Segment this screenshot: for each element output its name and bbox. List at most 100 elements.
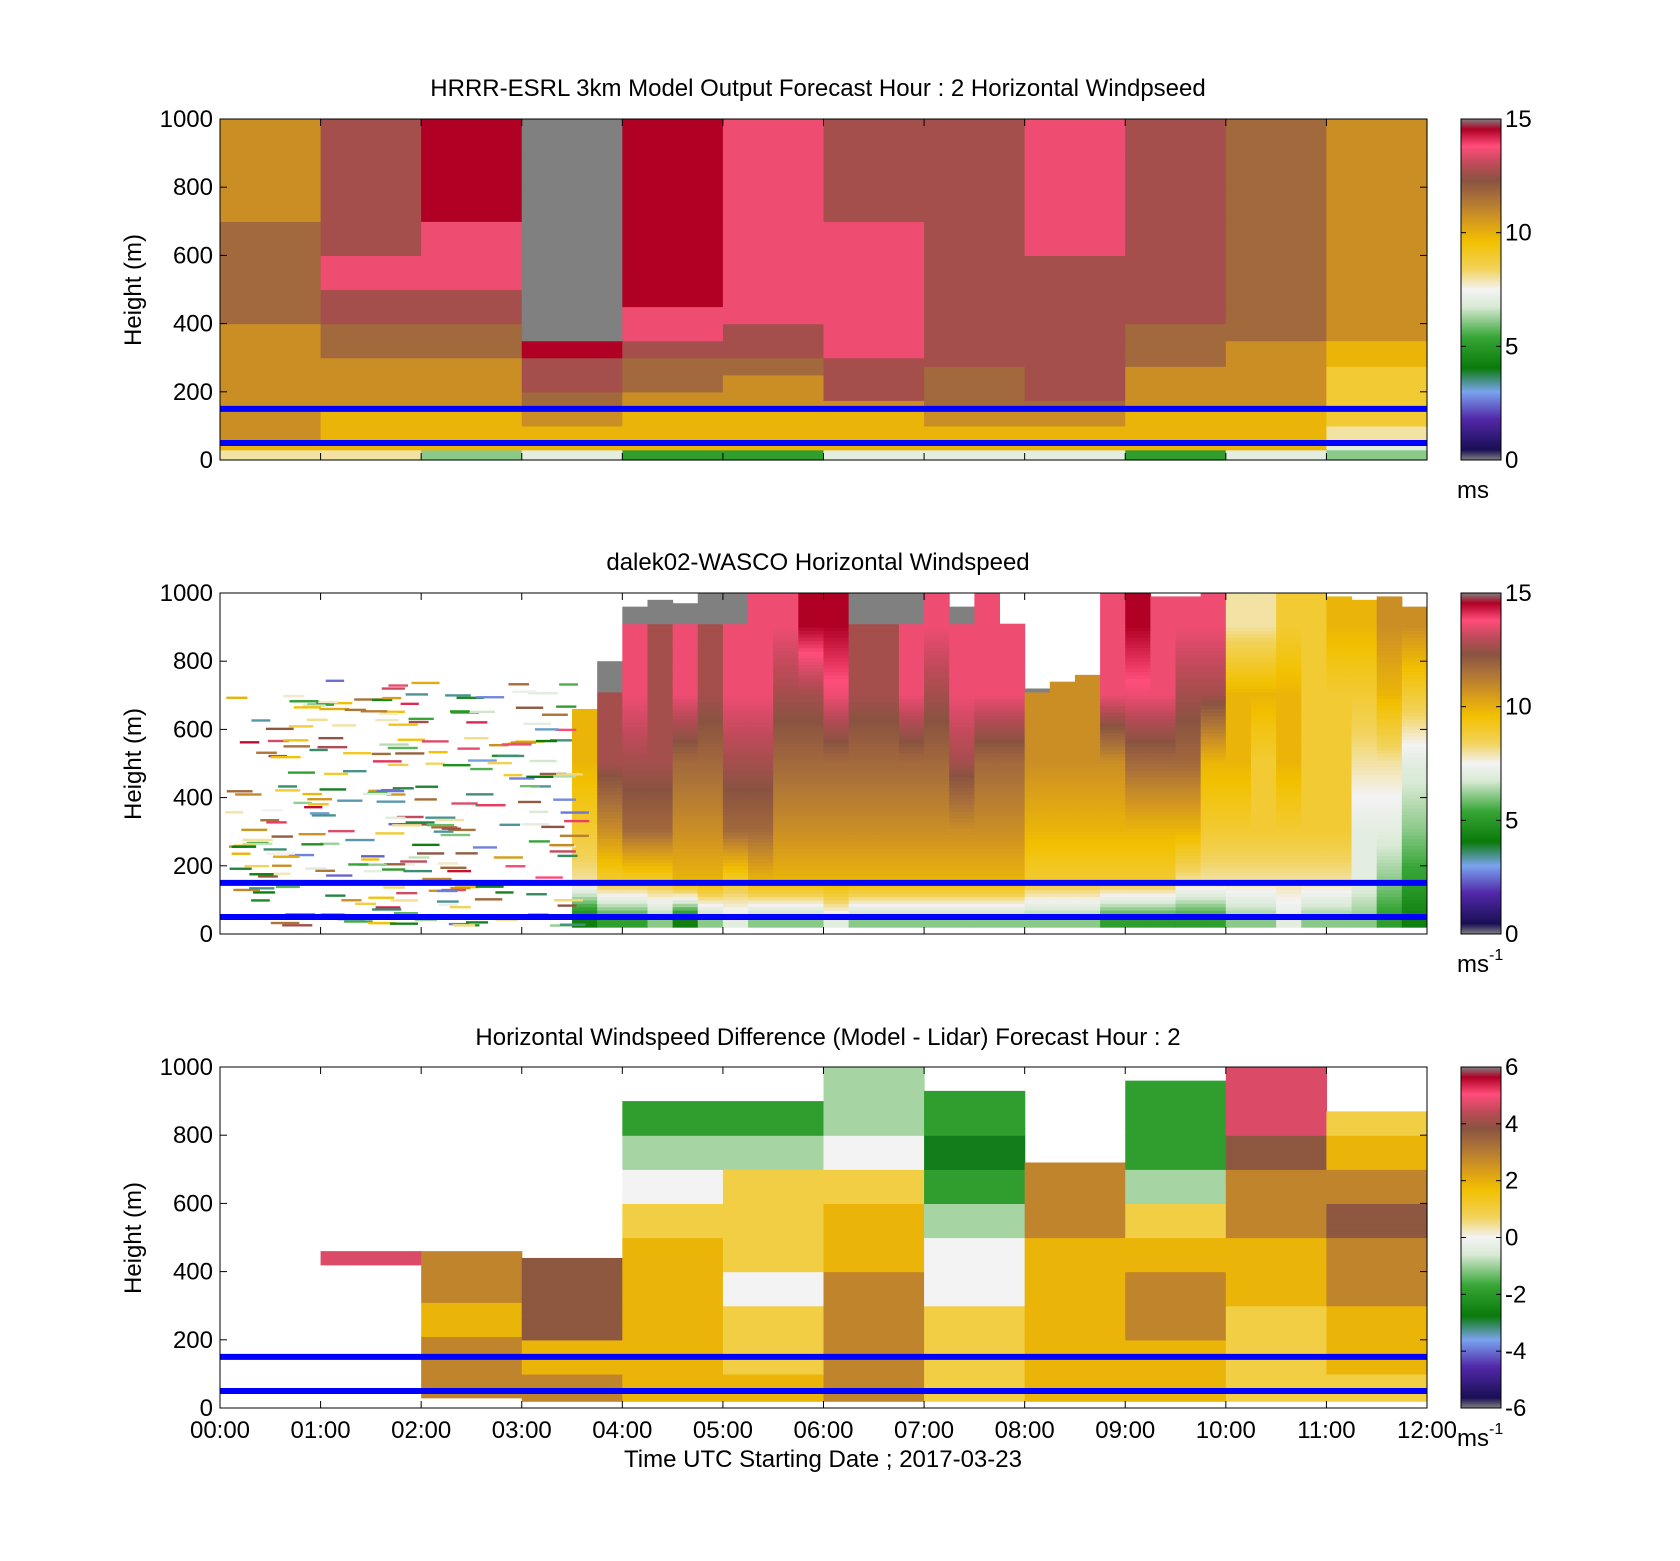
heatmap-cell bbox=[1200, 613, 1227, 618]
heatmap-cell bbox=[898, 903, 925, 908]
heatmap-cell bbox=[1250, 896, 1277, 901]
heatmap-cell bbox=[672, 695, 699, 700]
heatmap-cell bbox=[1276, 899, 1302, 904]
heatmap-cell bbox=[1225, 794, 1252, 799]
heatmap-cell bbox=[1401, 876, 1428, 880]
heatmap-cell bbox=[848, 749, 875, 754]
heatmap-cell bbox=[1351, 876, 1378, 880]
heatmap-cell bbox=[597, 678, 623, 683]
heatmap-cell bbox=[722, 349, 825, 359]
heatmap-cell bbox=[1049, 783, 1076, 788]
heatmap-cell bbox=[722, 1257, 825, 1266]
heatmap-cell bbox=[1351, 599, 1378, 604]
heatmap-cell bbox=[263, 848, 287, 851]
heatmap-cell bbox=[722, 876, 749, 880]
heatmap-cell bbox=[1125, 623, 1151, 628]
heatmap-cell bbox=[1250, 698, 1277, 703]
heatmap-cell bbox=[1074, 766, 1101, 771]
heatmap-cell bbox=[1074, 698, 1101, 703]
heatmap-cell bbox=[823, 1121, 925, 1129]
heatmap-cell bbox=[1376, 746, 1403, 751]
heatmap-cell bbox=[1376, 668, 1403, 672]
heatmap-cell bbox=[1326, 1394, 1428, 1402]
heatmap-cell bbox=[773, 899, 799, 904]
heatmap-cell bbox=[1301, 657, 1327, 662]
heatmap-cell bbox=[722, 749, 749, 754]
heatmap-cell bbox=[848, 811, 875, 816]
heatmap-cell bbox=[697, 821, 724, 826]
heatmap-cell bbox=[974, 593, 1001, 597]
heatmap-cell bbox=[1175, 770, 1202, 775]
heatmap-cell bbox=[1024, 746, 1051, 751]
heatmap-cell bbox=[974, 691, 1001, 696]
heatmap-cell bbox=[1125, 671, 1151, 676]
heatmap-cell bbox=[1200, 688, 1227, 693]
heatmap-cell bbox=[622, 442, 724, 451]
heatmap-cell bbox=[647, 920, 674, 925]
heatmap-cell bbox=[1125, 610, 1151, 614]
heatmap-cell bbox=[556, 773, 583, 776]
heatmap-cell bbox=[1200, 763, 1227, 768]
heatmap-cell bbox=[974, 715, 1001, 720]
heatmap-cell bbox=[1024, 906, 1051, 911]
heatmap-cell bbox=[697, 674, 724, 679]
heatmap-cell bbox=[722, 613, 749, 618]
heatmap-cell bbox=[873, 705, 900, 710]
heatmap-cell bbox=[421, 1295, 523, 1303]
y-tick-label: 800 bbox=[173, 648, 213, 675]
heatmap-cell bbox=[421, 391, 523, 401]
heatmap-cell bbox=[999, 644, 1026, 649]
heatmap-cell bbox=[1401, 804, 1428, 809]
heatmap-cell bbox=[974, 903, 1001, 908]
heatmap-cell bbox=[433, 830, 454, 833]
heatmap-cell bbox=[622, 678, 648, 683]
heatmap-cell bbox=[622, 760, 648, 764]
heatmap-cell bbox=[1301, 763, 1327, 768]
heatmap-cell bbox=[924, 340, 1026, 350]
heatmap-cell bbox=[1150, 708, 1177, 713]
heatmap-cell bbox=[1351, 814, 1378, 819]
heatmap-cell bbox=[597, 855, 623, 860]
heatmap-cell bbox=[823, 681, 850, 686]
heatmap-cell bbox=[924, 787, 950, 792]
heatmap-cell bbox=[1074, 801, 1101, 805]
heatmap-cell bbox=[421, 1261, 523, 1269]
heatmap-cell bbox=[798, 753, 824, 758]
heatmap-cell bbox=[572, 865, 598, 870]
y-tick-label: 400 bbox=[173, 311, 213, 338]
heatmap-cell bbox=[1351, 780, 1378, 785]
heatmap-cell bbox=[1125, 797, 1151, 802]
heatmap-cell bbox=[1225, 910, 1252, 915]
heatmap-cell bbox=[1376, 630, 1403, 635]
heatmap-cell bbox=[1074, 804, 1101, 809]
heatmap-cell bbox=[220, 425, 322, 436]
heatmap-cell bbox=[1401, 920, 1428, 925]
heatmap-cell bbox=[722, 187, 825, 222]
heatmap-cell bbox=[1376, 756, 1403, 761]
heatmap-cell bbox=[1276, 606, 1302, 611]
heatmap-cell bbox=[823, 383, 925, 393]
heatmap-cell bbox=[1326, 678, 1353, 683]
heatmap-cell bbox=[1301, 678, 1327, 683]
heatmap-cell bbox=[521, 1346, 623, 1355]
heatmap-cell bbox=[924, 650, 950, 655]
heatmap-cell bbox=[1326, 1244, 1428, 1252]
heatmap-cell bbox=[1024, 801, 1051, 805]
heatmap-cell bbox=[823, 756, 850, 761]
heatmap-cell bbox=[722, 712, 749, 717]
heatmap-cell bbox=[1326, 889, 1353, 894]
heatmap-cell bbox=[1074, 797, 1101, 802]
heatmap-cell bbox=[873, 691, 900, 696]
heatmap-cell bbox=[1049, 896, 1076, 901]
heatmap-cell bbox=[241, 828, 268, 832]
heatmap-cell bbox=[999, 664, 1026, 669]
heatmap-cell bbox=[1024, 766, 1051, 771]
heatmap-cell bbox=[1024, 454, 1126, 461]
heatmap-cell bbox=[722, 633, 749, 638]
heatmap-cell bbox=[873, 739, 900, 744]
heatmap-cell bbox=[1376, 732, 1403, 737]
heatmap-cell bbox=[823, 732, 850, 737]
heatmap-cell bbox=[1225, 1346, 1328, 1355]
heatmap-cell bbox=[1100, 739, 1126, 744]
heatmap-cell bbox=[1276, 596, 1302, 601]
